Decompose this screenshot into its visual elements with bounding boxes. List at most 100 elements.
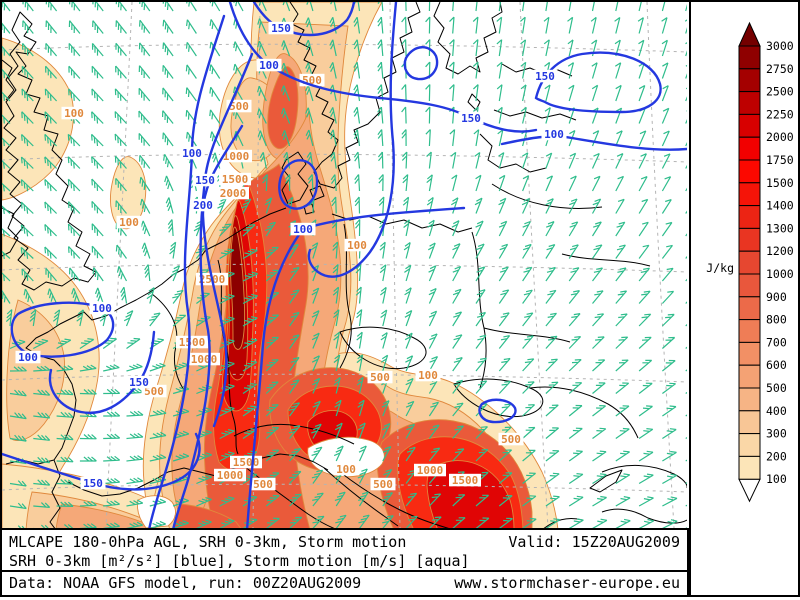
storm-motion-barb [449, 16, 455, 34]
storm-motion-barb [56, 501, 74, 507]
storm-motion-barb [427, 242, 436, 259]
storm-motion-barb [9, 366, 27, 372]
storm-motion-barb [662, 405, 677, 417]
colorbar-segment [738, 45, 761, 70]
storm-motion-barb [452, 357, 463, 372]
colorbar-segment [738, 136, 761, 161]
storm-motion-barb [165, 197, 174, 214]
srh-contour-label: 150 [535, 70, 555, 83]
storm-motion-barb [498, 312, 510, 327]
storm-motion-barb [685, 133, 687, 147]
cape-contour-label-bg [116, 215, 142, 229]
storm-motion-barb [170, 265, 181, 282]
storm-motion-barb [472, 39, 479, 57]
storm-motion-barb [332, 286, 340, 304]
storm-motion-barb [545, 472, 560, 484]
storm-motion-barb [45, 268, 58, 282]
storm-motion-barb [21, 88, 34, 102]
storm-motion-barb [662, 359, 676, 372]
storm-motion-barb [20, 156, 34, 169]
colorbar-tick-label: 2750 [766, 62, 794, 76]
storm-motion-barb [520, 39, 527, 57]
storm-motion-barb [33, 365, 51, 372]
cape-contour-label: 500 [370, 371, 390, 384]
storm-motion-barb [56, 389, 74, 396]
storm-motion-barb [172, 453, 190, 462]
storm-motion-barb [615, 496, 631, 507]
colorbar-segment [738, 182, 761, 207]
storm-motion-barb [544, 84, 551, 102]
storm-motion-barb [2, 45, 11, 57]
storm-motion-barb [543, 16, 550, 34]
storm-motion-barb [2, 160, 11, 169]
storm-motion-barb [449, 61, 455, 79]
storm-motion-barb [311, 469, 324, 484]
srh-contour-label: 100 [18, 351, 38, 364]
storm-motion-barb [20, 246, 34, 259]
storm-motion-barb [496, 61, 503, 79]
storm-motion-barb [380, 332, 388, 349]
storm-motion-barb [114, 88, 127, 102]
storm-motion-barb [685, 164, 687, 169]
storm-motion-barb [265, 426, 279, 439]
storm-motion-barb [685, 64, 687, 79]
storm-motion-barb [522, 381, 535, 394]
storm-motion-barb [662, 336, 676, 349]
storm-motion-barb [498, 380, 511, 394]
cape-contour-label-bg [250, 477, 276, 491]
storm-motion-barb [331, 196, 337, 214]
storm-motion-barb [172, 314, 187, 327]
storm-motion-barb [289, 356, 300, 372]
storm-motion-barb [428, 493, 442, 507]
storm-motion-barb [638, 153, 647, 169]
storm-motion-barb [685, 323, 687, 327]
storm-motion-barb [2, 137, 11, 147]
cape-contour-label-bg [219, 172, 251, 186]
storm-motion-barb [522, 517, 537, 528]
storm-motion-barb [475, 289, 486, 304]
storm-motion-barb [45, 20, 58, 34]
storm-motion-barb [22, 20, 34, 34]
srh-contour-label-bg [15, 350, 41, 364]
storm-motion-barb [44, 133, 58, 147]
storm-motion-barb [56, 479, 74, 485]
storm-motion-barb [2, 68, 11, 79]
storm-motion-barb [638, 84, 646, 102]
srh-contour-label: 150 [461, 112, 481, 125]
storm-motion-barb [426, 174, 433, 192]
cape-contour-label: 500 [229, 100, 249, 113]
storm-motion-barb [262, 174, 268, 192]
storm-motion-barb [452, 517, 466, 528]
storm-motion-barb [219, 384, 235, 395]
storm-motion-barb [282, 2, 291, 12]
cape-contour-label-bg [214, 468, 246, 482]
storm-motion-barb [405, 423, 416, 439]
storm-motion-barb [219, 429, 235, 440]
storm-motion-barb [685, 233, 687, 237]
storm-motion-barb [661, 244, 673, 259]
storm-motion-barb [307, 174, 314, 192]
storm-motion-barb [242, 224, 256, 237]
storm-motion-barb [289, 493, 302, 507]
storm-motion-barb [126, 432, 144, 440]
colorbar-tick-label: 1300 [766, 221, 794, 235]
storm-motion-barb [162, 19, 174, 34]
storm-motion-barb [450, 151, 457, 169]
storm-motion-barb [545, 404, 559, 417]
storm-motion-barb [148, 312, 161, 327]
cape-contour-label-bg [415, 368, 441, 382]
storm-motion-barb [288, 425, 301, 439]
storm-motion-barb [162, 2, 174, 12]
cape-contour-label-bg [414, 463, 446, 477]
storm-motion-barb [498, 220, 508, 237]
colorbar-tick-label: 800 [766, 313, 787, 327]
storm-motion-barb [332, 241, 339, 259]
storm-motion-barb [685, 42, 687, 57]
cape-contour-label-bg [367, 370, 393, 384]
storm-motion-barb [522, 289, 533, 304]
storm-motion-barb [123, 310, 134, 327]
storm-motion-barb [568, 427, 583, 439]
storm-motion-barb [126, 455, 144, 462]
storm-motion-barb [381, 400, 390, 417]
storm-motion-barb [219, 406, 235, 417]
